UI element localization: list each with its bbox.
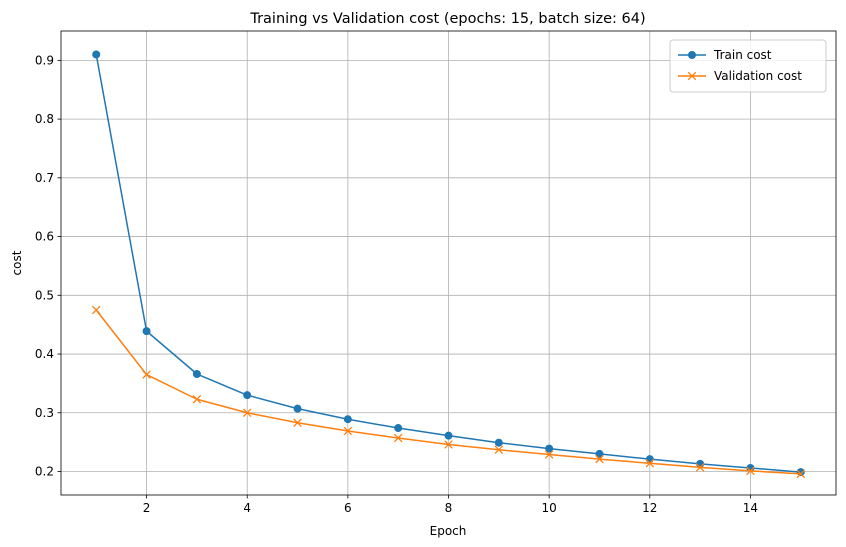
data-point	[142, 327, 151, 336]
legend-entry: Validation cost	[678, 69, 802, 83]
data-point	[645, 459, 655, 468]
series-layer	[91, 50, 806, 479]
data-point	[91, 305, 101, 315]
data-point	[494, 438, 503, 447]
y-tick-label: 0.2	[35, 465, 54, 479]
data-point	[645, 455, 654, 464]
data-point	[444, 431, 453, 440]
x-tick-label: 2	[143, 501, 151, 515]
data-point	[595, 454, 604, 464]
data-point	[796, 468, 805, 477]
data-point	[142, 370, 151, 379]
y-tick-label: 0.4	[35, 347, 54, 361]
legend-label: Validation cost	[714, 69, 802, 83]
legend-marker	[687, 71, 697, 81]
data-point	[746, 463, 755, 472]
y-axis-label: cost	[10, 250, 24, 275]
x-tick-label: 10	[542, 501, 557, 515]
series-0	[92, 50, 805, 477]
grid-lines	[61, 31, 836, 495]
y-tick-label: 0.5	[35, 288, 54, 302]
data-point	[343, 415, 352, 424]
data-point	[192, 370, 201, 379]
data-point	[192, 395, 202, 404]
y-tick-label: 0.6	[35, 230, 54, 244]
legend-marker	[688, 51, 696, 59]
data-point	[242, 408, 252, 418]
legend-label: Train cost	[713, 48, 772, 62]
x-axis-label: Epoch	[430, 524, 467, 538]
data-point	[544, 450, 554, 459]
series-1	[91, 305, 806, 479]
data-point	[444, 440, 453, 449]
data-point	[494, 445, 504, 455]
data-point	[695, 463, 705, 472]
y-tick-label: 0.3	[35, 406, 54, 420]
y-tick-label: 0.8	[35, 112, 54, 126]
y-axis: 0.2 0.3 0.4 0.5 0.6 0.7 0.8 0.9	[35, 53, 61, 479]
legend: Train cost Validation cost	[669, 39, 827, 93]
legend-box	[669, 39, 827, 93]
x-axis: 2 4 6 8 10 12 14	[143, 495, 758, 515]
chart-title: Training vs Validation cost (epochs: 15,…	[249, 11, 645, 27]
x-tick-label: 8	[445, 501, 453, 515]
y-tick-label: 0.7	[35, 171, 54, 185]
data-point	[293, 404, 302, 413]
data-point	[343, 426, 353, 436]
data-point	[92, 50, 101, 59]
data-point	[796, 469, 806, 479]
data-point	[393, 433, 403, 443]
data-point	[746, 466, 755, 476]
data-point	[293, 418, 302, 428]
x-tick-label: 4	[243, 501, 251, 515]
data-point	[545, 444, 554, 453]
data-point	[394, 424, 403, 433]
x-tick-label: 12	[642, 501, 657, 515]
x-tick-label: 6	[344, 501, 352, 515]
legend-entry: Train cost	[678, 48, 772, 62]
y-tick-label: 0.9	[35, 53, 54, 67]
data-point	[595, 449, 604, 458]
x-tick-label: 14	[743, 501, 758, 515]
data-point	[243, 391, 252, 400]
